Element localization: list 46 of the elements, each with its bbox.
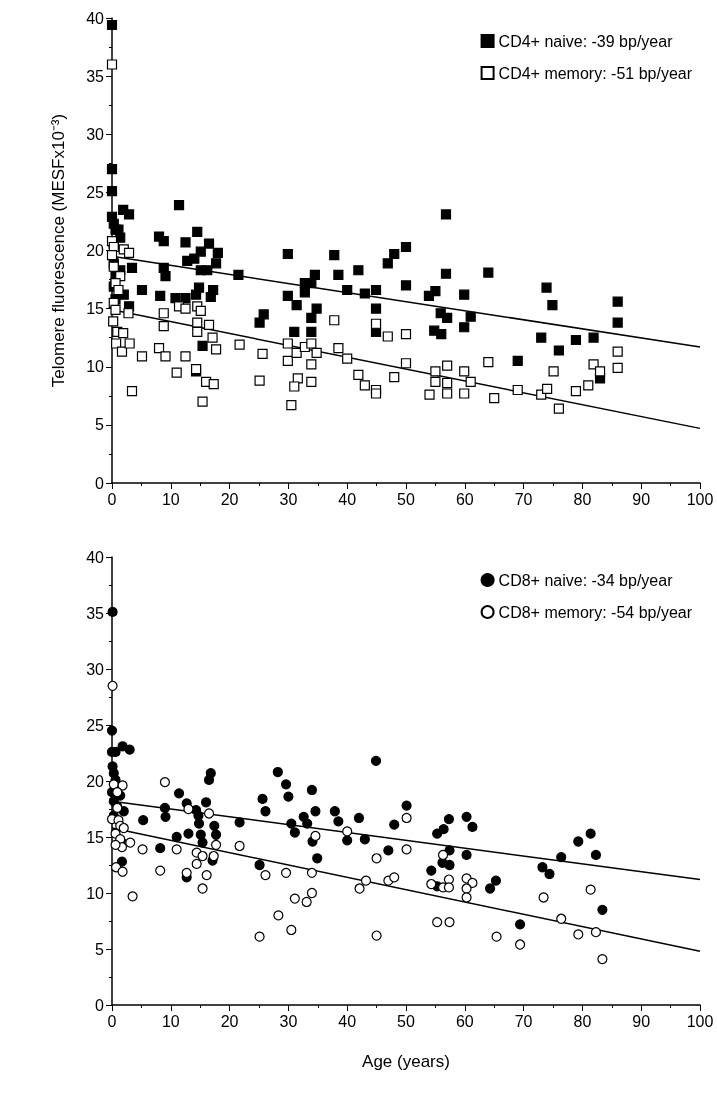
legend-label: CD4+ naive: -39 bp/year xyxy=(498,32,674,50)
x-tick-label: 70 xyxy=(514,1012,533,1030)
x-tick-label: 100 xyxy=(686,490,714,508)
x-tick-label: 70 xyxy=(514,490,533,508)
y-tick-label: 20 xyxy=(86,772,105,790)
x-axis-title: Age (years) xyxy=(362,1052,450,1071)
legend-label: CD8+ naive: -34 bp/year xyxy=(498,571,674,589)
legend-label: CD8+ memory: -54 bp/year xyxy=(498,603,693,621)
y-tick-label: 25 xyxy=(86,183,105,201)
y-tick-label: 20 xyxy=(86,242,105,259)
x-tick-label: 100 xyxy=(686,1012,714,1030)
x-tick-label: 0 xyxy=(107,490,117,508)
x-tick-label: 50 xyxy=(397,490,415,508)
y-tick-label: 35 xyxy=(86,604,105,622)
legend-label: CD4+ memory: -51 bp/year xyxy=(498,64,693,82)
y-tick-label: 30 xyxy=(86,125,105,143)
x-tick-label: 80 xyxy=(573,1012,592,1030)
x-tick-label: 60 xyxy=(455,490,474,508)
x-tick-label: 40 xyxy=(338,490,357,508)
y-tick-label: 40 xyxy=(86,548,105,566)
x-tick-label: 90 xyxy=(632,1012,651,1030)
x-tick-label: 20 xyxy=(220,1012,239,1030)
y-tick-label: 35 xyxy=(86,67,105,85)
x-tick-label: 40 xyxy=(338,1012,357,1030)
x-tick-label: 50 xyxy=(397,1012,415,1030)
x-tick-label: 20 xyxy=(220,490,239,508)
y-axis-title: Telomere fluorescence (MESFx10⁻³) xyxy=(49,113,68,388)
x-tick-label: 10 xyxy=(161,1012,180,1030)
x-tick-label: 80 xyxy=(573,490,592,508)
x-tick-label: 30 xyxy=(279,490,298,508)
y-tick-label: 30 xyxy=(86,660,105,678)
y-tick-label: 10 xyxy=(86,884,105,902)
x-tick-label: 0 xyxy=(107,1012,117,1030)
y-tick-label: 15 xyxy=(86,300,105,318)
x-tick-label: 60 xyxy=(455,1012,474,1030)
y-tick-label: 0 xyxy=(95,474,105,492)
y-tick-label: 40 xyxy=(86,9,105,27)
x-tick-label: 30 xyxy=(279,1012,298,1030)
x-tick-label: 90 xyxy=(632,490,651,508)
y-tick-label: 15 xyxy=(86,828,105,846)
y-tick-label: 5 xyxy=(95,940,105,958)
y-tick-label: 25 xyxy=(86,716,105,734)
y-tick-label: 0 xyxy=(95,996,105,1014)
y-tick-label: 5 xyxy=(95,416,105,434)
x-tick-label: 10 xyxy=(161,490,180,508)
y-tick-label: 10 xyxy=(86,358,105,376)
